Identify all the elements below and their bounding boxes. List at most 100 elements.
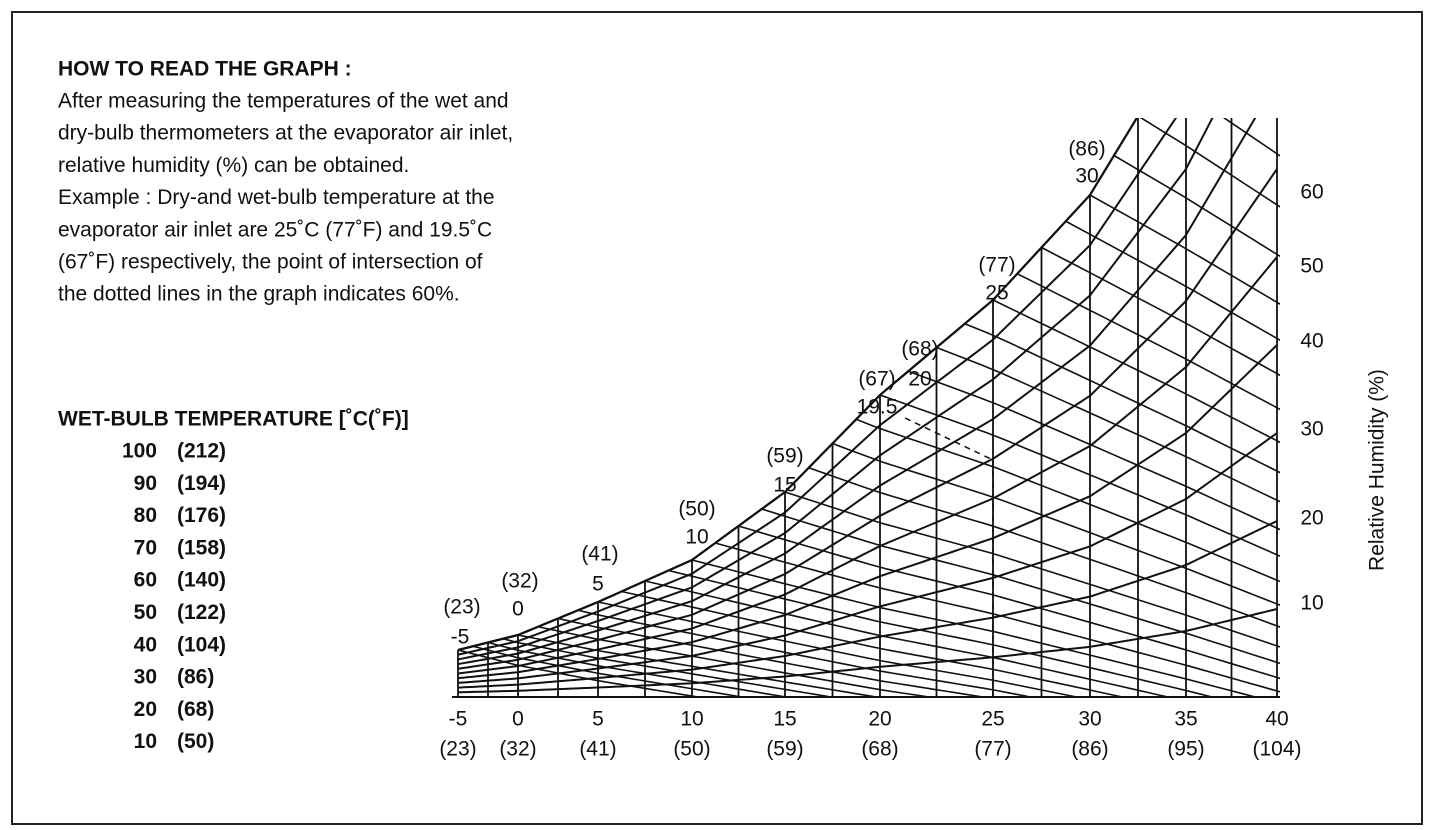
saturation-label-c: 25 [985,282,1008,305]
saturation-label-f: (77) [978,254,1015,277]
instructions-title: HOW TO READ THE GRAPH : [58,58,352,81]
wet-bulb-line [1065,220,1280,342]
table-celsius: 40 [134,633,157,656]
wet-bulb-line [621,590,1123,698]
wet-bulb-line [784,491,1280,648]
x-label-celsius: 10 [680,708,703,731]
x-label-fahrenheit: (104) [1252,738,1301,761]
saturation-label-f: (50) [678,498,715,521]
rh-axis-title: Relative Humidity (%) [1366,369,1389,571]
wet-bulb-line [808,466,1280,628]
table-fahrenheit: (68) [177,698,214,721]
frame [11,11,1423,825]
table-celsius: 20 [134,698,157,721]
wet-bulb-line [832,442,1280,606]
rh-label: 20 [1300,507,1323,530]
x-label-celsius: 30 [1078,708,1101,731]
table-celsius: 70 [134,536,157,559]
x-label-fahrenheit: (77) [974,738,1011,761]
rh-label: 40 [1300,330,1323,353]
x-label-fahrenheit: (95) [1167,738,1204,761]
saturation-label-c: -5 [451,626,470,649]
rh-label: 30 [1300,418,1323,441]
x-label-fahrenheit: (59) [766,738,803,761]
saturation-label-c: 5 [592,573,604,596]
instruction-line: (67˚F) respectively, the point of inters… [58,251,483,274]
table-celsius: 100 [122,440,157,463]
wet-bulb-line [992,299,1280,444]
saturation-label-f: (32) [501,570,538,593]
saturation-label-f: (68) [901,338,938,361]
wet-bulb-line [487,641,787,698]
x-label-celsius: -5 [449,708,468,731]
wet-bulb-line [1222,118,1280,157]
saturation-label-c: 19.5 [857,396,898,419]
saturation-label-c: 10 [685,526,708,549]
wet-bulb-line [472,645,742,698]
rh-label: 60 [1300,181,1323,204]
rh-label: 50 [1300,255,1323,278]
wet-bulb-line [668,569,1213,698]
x-label-fahrenheit: (23) [439,738,476,761]
wet-bulb-line [964,323,1280,474]
table-fahrenheit: (50) [177,730,214,753]
instruction-line: relative humidity (%) can be obtained. [58,154,409,177]
x-label-celsius: 15 [773,708,796,731]
table-celsius: 50 [134,601,157,624]
instruction-line: evaporator air inlet are 25˚C (77˚F) and… [58,218,492,241]
x-label-celsius: 25 [981,708,1004,731]
x-label-fahrenheit: (50) [673,738,710,761]
x-label-celsius: 20 [868,708,891,731]
wet-bulb-line [457,649,698,698]
saturation-label-c: 15 [773,474,796,497]
table-fahrenheit: (194) [177,472,226,495]
wet-bulb-line [907,370,1280,531]
psychrometric-grid [457,118,1280,698]
x-label-celsius: 5 [592,708,604,731]
wet-bulb-line [936,346,1280,503]
wet-bulb-line [855,418,1280,583]
x-label-fahrenheit: (32) [499,738,536,761]
instruction-line: dry-bulb thermometers at the evaporator … [58,122,513,145]
saturation-label-f: (59) [766,445,803,468]
x-label-fahrenheit: (68) [861,738,898,761]
saturation-label-f: (86) [1068,138,1105,161]
table-celsius: 90 [134,472,157,495]
wet-bulb-line [1089,194,1280,305]
table-fahrenheit: (140) [177,569,226,592]
table-fahrenheit: (86) [177,666,214,689]
instruction-line: Example : Dry-and wet-bulb temperature a… [58,186,495,209]
table-celsius: 10 [134,730,157,753]
table-fahrenheit: (122) [177,601,226,624]
rh-label: 10 [1300,592,1323,615]
saturation-label-c: 20 [908,368,931,391]
table-celsius: 60 [134,569,157,592]
x-label-fahrenheit: (41) [579,738,616,761]
saturation-label-f: (41) [581,543,618,566]
wet-bulb-line [738,525,1280,680]
instruction-line: After measuring the temperatures of the … [58,90,509,113]
x-label-celsius: 40 [1265,708,1288,731]
wet-bulb-line [1113,154,1280,258]
table-fahrenheit: (212) [177,440,226,463]
saturation-label-c: 30 [1075,165,1098,188]
x-label-fahrenheit: (86) [1071,738,1108,761]
wet-bulb-line [517,634,877,698]
table-fahrenheit: (158) [177,536,226,559]
wet-bulb-line [691,559,1256,698]
saturation-label-f: (23) [443,596,480,619]
table-celsius: 80 [134,504,157,527]
wet-bulb-line [715,542,1280,693]
wet-bulb-line [577,609,1031,698]
wet-bulb-line [597,601,1077,698]
wet-bulb-line [557,617,983,698]
wet-bulb-line [537,625,930,698]
wet-bulb-line [644,580,1168,698]
x-label-celsius: 35 [1174,708,1197,731]
wet-bulb-line [502,637,832,698]
instruction-line: the dotted lines in the graph indicates … [58,283,460,306]
table-fahrenheit: (104) [177,633,226,656]
example-dotted [904,417,994,461]
